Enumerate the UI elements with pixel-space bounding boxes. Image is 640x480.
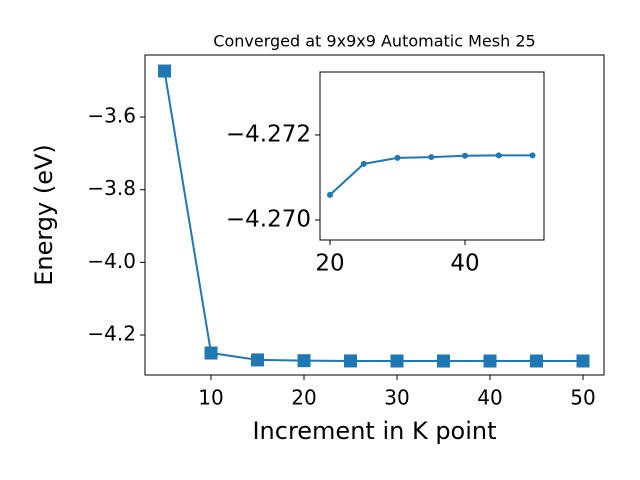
- y-tick-label: −4.270: [226, 207, 311, 233]
- x-tick-label: 40: [450, 251, 479, 277]
- x-tick-label: 20: [291, 386, 316, 410]
- marker: [360, 160, 367, 167]
- chart-title: Converged at 9x9x9 Automatic Mesh 25: [213, 32, 535, 51]
- marker: [204, 346, 218, 360]
- x-tick-label: 40: [477, 386, 502, 410]
- x-axis-label: Increment in K point: [252, 417, 496, 445]
- marker: [576, 354, 590, 368]
- y-tick-label: −3.6: [87, 104, 136, 128]
- x-tick-label: 50: [570, 386, 595, 410]
- x-tick-label: 30: [384, 386, 409, 410]
- marker: [297, 354, 311, 368]
- x-tick-label: 20: [315, 251, 344, 277]
- marker: [529, 354, 543, 368]
- y-tick-label: −3.8: [87, 176, 136, 200]
- axes-frame: [319, 71, 545, 241]
- marker: [390, 354, 404, 368]
- data-line: [163, 70, 583, 363]
- marker: [394, 154, 401, 161]
- y-axis-label: Energy (eV): [30, 144, 58, 286]
- marker: [436, 354, 450, 368]
- y-tick-label: −4.2: [87, 322, 136, 346]
- marker: [483, 354, 497, 368]
- marker: [428, 154, 435, 161]
- marker: [495, 152, 502, 159]
- marker: [529, 152, 536, 159]
- marker: [158, 64, 172, 78]
- marker: [462, 152, 469, 159]
- axes-frame: [144, 54, 605, 376]
- marker: [344, 354, 358, 368]
- y-tick-label: −4.272: [226, 121, 311, 147]
- y-tick-label: −4.0: [87, 249, 136, 273]
- marker: [251, 353, 265, 367]
- marker: [326, 191, 333, 198]
- x-tick-label: 10: [198, 386, 223, 410]
